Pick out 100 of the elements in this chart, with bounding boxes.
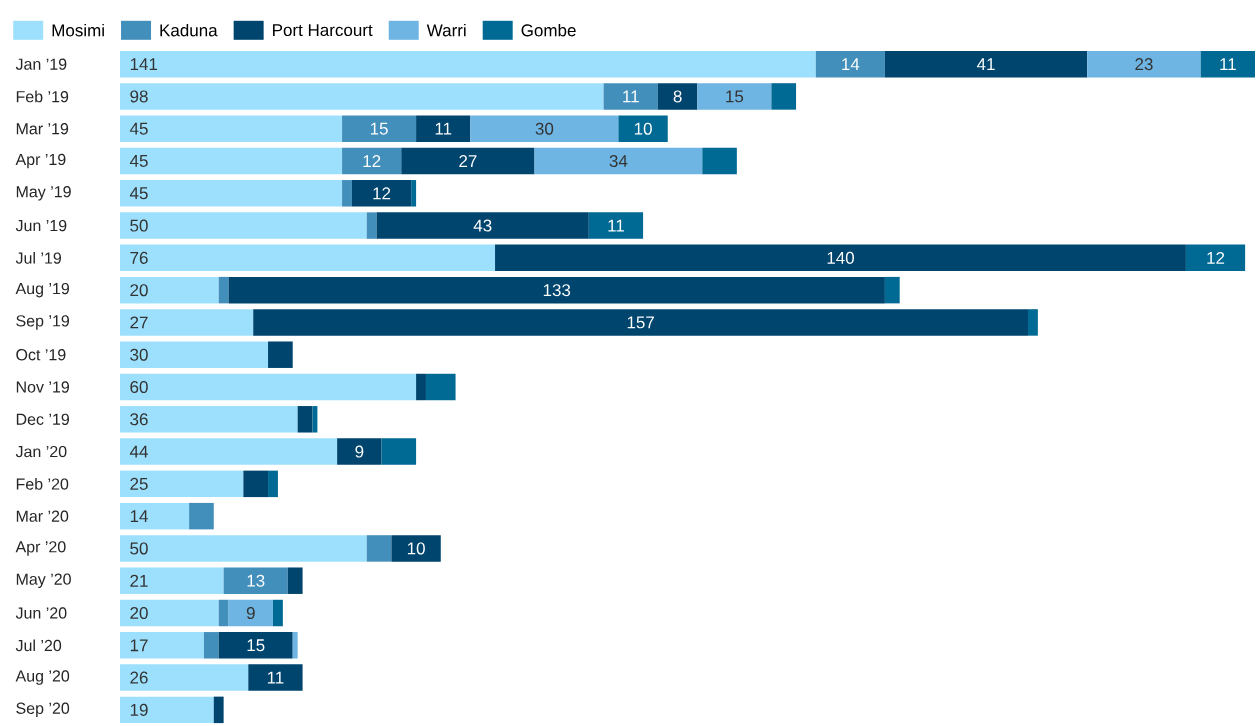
bar — [120, 244, 496, 272]
y-tick-label: Apr ’20 — [15, 541, 66, 556]
bar — [697, 83, 772, 110]
y-tick-label: May ’19 — [16, 186, 71, 201]
bar — [342, 180, 352, 207]
bar — [312, 406, 318, 433]
data-label: 10 — [407, 542, 425, 555]
data-label: 133 — [543, 284, 571, 297]
y-tick-label: Feb ’19 — [16, 90, 69, 103]
y-tick-label: Jan ’20 — [15, 445, 67, 458]
bar — [297, 406, 313, 433]
data-label: 10 — [634, 122, 652, 135]
bar — [470, 115, 619, 142]
data-label: 43 — [473, 219, 492, 232]
bar — [618, 115, 668, 142]
data-label: 26 — [130, 671, 148, 684]
bar — [120, 664, 249, 691]
y-tick-label: Jun ’19 — [15, 219, 67, 232]
data-label: 27 — [130, 316, 148, 329]
data-label: 14 — [842, 58, 860, 70]
bar — [588, 212, 644, 239]
bar — [218, 599, 229, 627]
bar — [243, 470, 269, 498]
data-label: 15 — [726, 90, 744, 103]
bar — [287, 567, 303, 594]
bar — [120, 212, 367, 239]
bar — [120, 470, 244, 498]
y-tick-label: Dec ’19 — [16, 413, 69, 425]
bar — [268, 341, 293, 368]
bar — [495, 244, 1186, 272]
y-tick-label: Nov ’19 — [16, 381, 69, 393]
bar — [218, 632, 293, 659]
bar — [228, 599, 273, 627]
data-label: 60 — [130, 380, 148, 394]
data-label: 23 — [1135, 58, 1153, 71]
data-label: 41 — [976, 58, 995, 70]
y-tick-label: Aug ’19 — [15, 282, 70, 298]
bar — [884, 50, 1088, 78]
y-tick-label: Apr ’19 — [15, 153, 66, 169]
legend-label: Port Harcourt — [273, 24, 373, 37]
bar — [416, 373, 426, 401]
y-tick-label: May ’20 — [16, 573, 71, 588]
data-label: 11 — [623, 90, 639, 103]
data-label: 157 — [627, 316, 654, 329]
bar — [120, 83, 604, 110]
data-label: 8 — [673, 90, 682, 103]
data-label: 30 — [535, 122, 554, 135]
bar — [120, 341, 269, 368]
bar — [213, 696, 224, 724]
data-label: 98 — [130, 90, 148, 103]
y-tick-label: Jun ’20 — [15, 607, 67, 619]
y-tick-label: Jan ’19 — [15, 58, 67, 70]
data-label: 76 — [130, 251, 148, 264]
bar — [376, 212, 589, 239]
bar — [189, 502, 214, 530]
data-label: 44 — [129, 445, 148, 458]
bar — [253, 309, 1028, 336]
data-label: 50 — [130, 542, 148, 555]
data-label: 11 — [608, 219, 624, 232]
bar — [416, 115, 471, 142]
data-label: 34 — [609, 154, 628, 168]
bar — [534, 147, 703, 175]
legend-label: Warri — [426, 23, 466, 37]
data-label: 36 — [130, 413, 148, 426]
data-label: 140 — [827, 251, 854, 264]
y-tick-label: Jul ’19 — [15, 251, 61, 264]
bar — [120, 50, 816, 78]
bar — [272, 599, 283, 627]
bar — [366, 535, 392, 562]
data-label: 45 — [129, 187, 148, 200]
bar — [366, 212, 377, 239]
bar — [268, 470, 278, 498]
data-label: 19 — [130, 703, 148, 716]
data-label: 25 — [130, 477, 148, 490]
y-tick-label: Sep ’20 — [16, 702, 70, 718]
data-label: 14 — [130, 510, 148, 522]
data-label: 11 — [435, 122, 452, 135]
bar — [342, 147, 402, 175]
bar — [381, 438, 417, 465]
data-label: 11 — [267, 671, 284, 684]
bar — [120, 696, 214, 724]
data-label: 12 — [373, 187, 391, 200]
data-label: 17 — [130, 639, 148, 652]
y-tick-label: Oct ’19 — [16, 349, 66, 361]
bar — [337, 438, 382, 465]
bar — [657, 83, 698, 110]
bar — [223, 567, 288, 594]
y-tick-label: Feb ’20 — [16, 477, 69, 490]
bar — [401, 147, 535, 175]
data-label: 11 — [1220, 58, 1236, 70]
bar — [120, 115, 343, 142]
legend-label: Mosimi — [52, 23, 104, 37]
data-label: 9 — [355, 445, 364, 458]
data-label: 45 — [129, 122, 148, 135]
bar — [425, 373, 456, 401]
bar — [218, 276, 229, 304]
bar — [120, 309, 254, 336]
y-tick-label: Aug ’20 — [15, 670, 70, 685]
data-label: 12 — [1207, 251, 1225, 264]
data-label: 141 — [130, 58, 158, 70]
